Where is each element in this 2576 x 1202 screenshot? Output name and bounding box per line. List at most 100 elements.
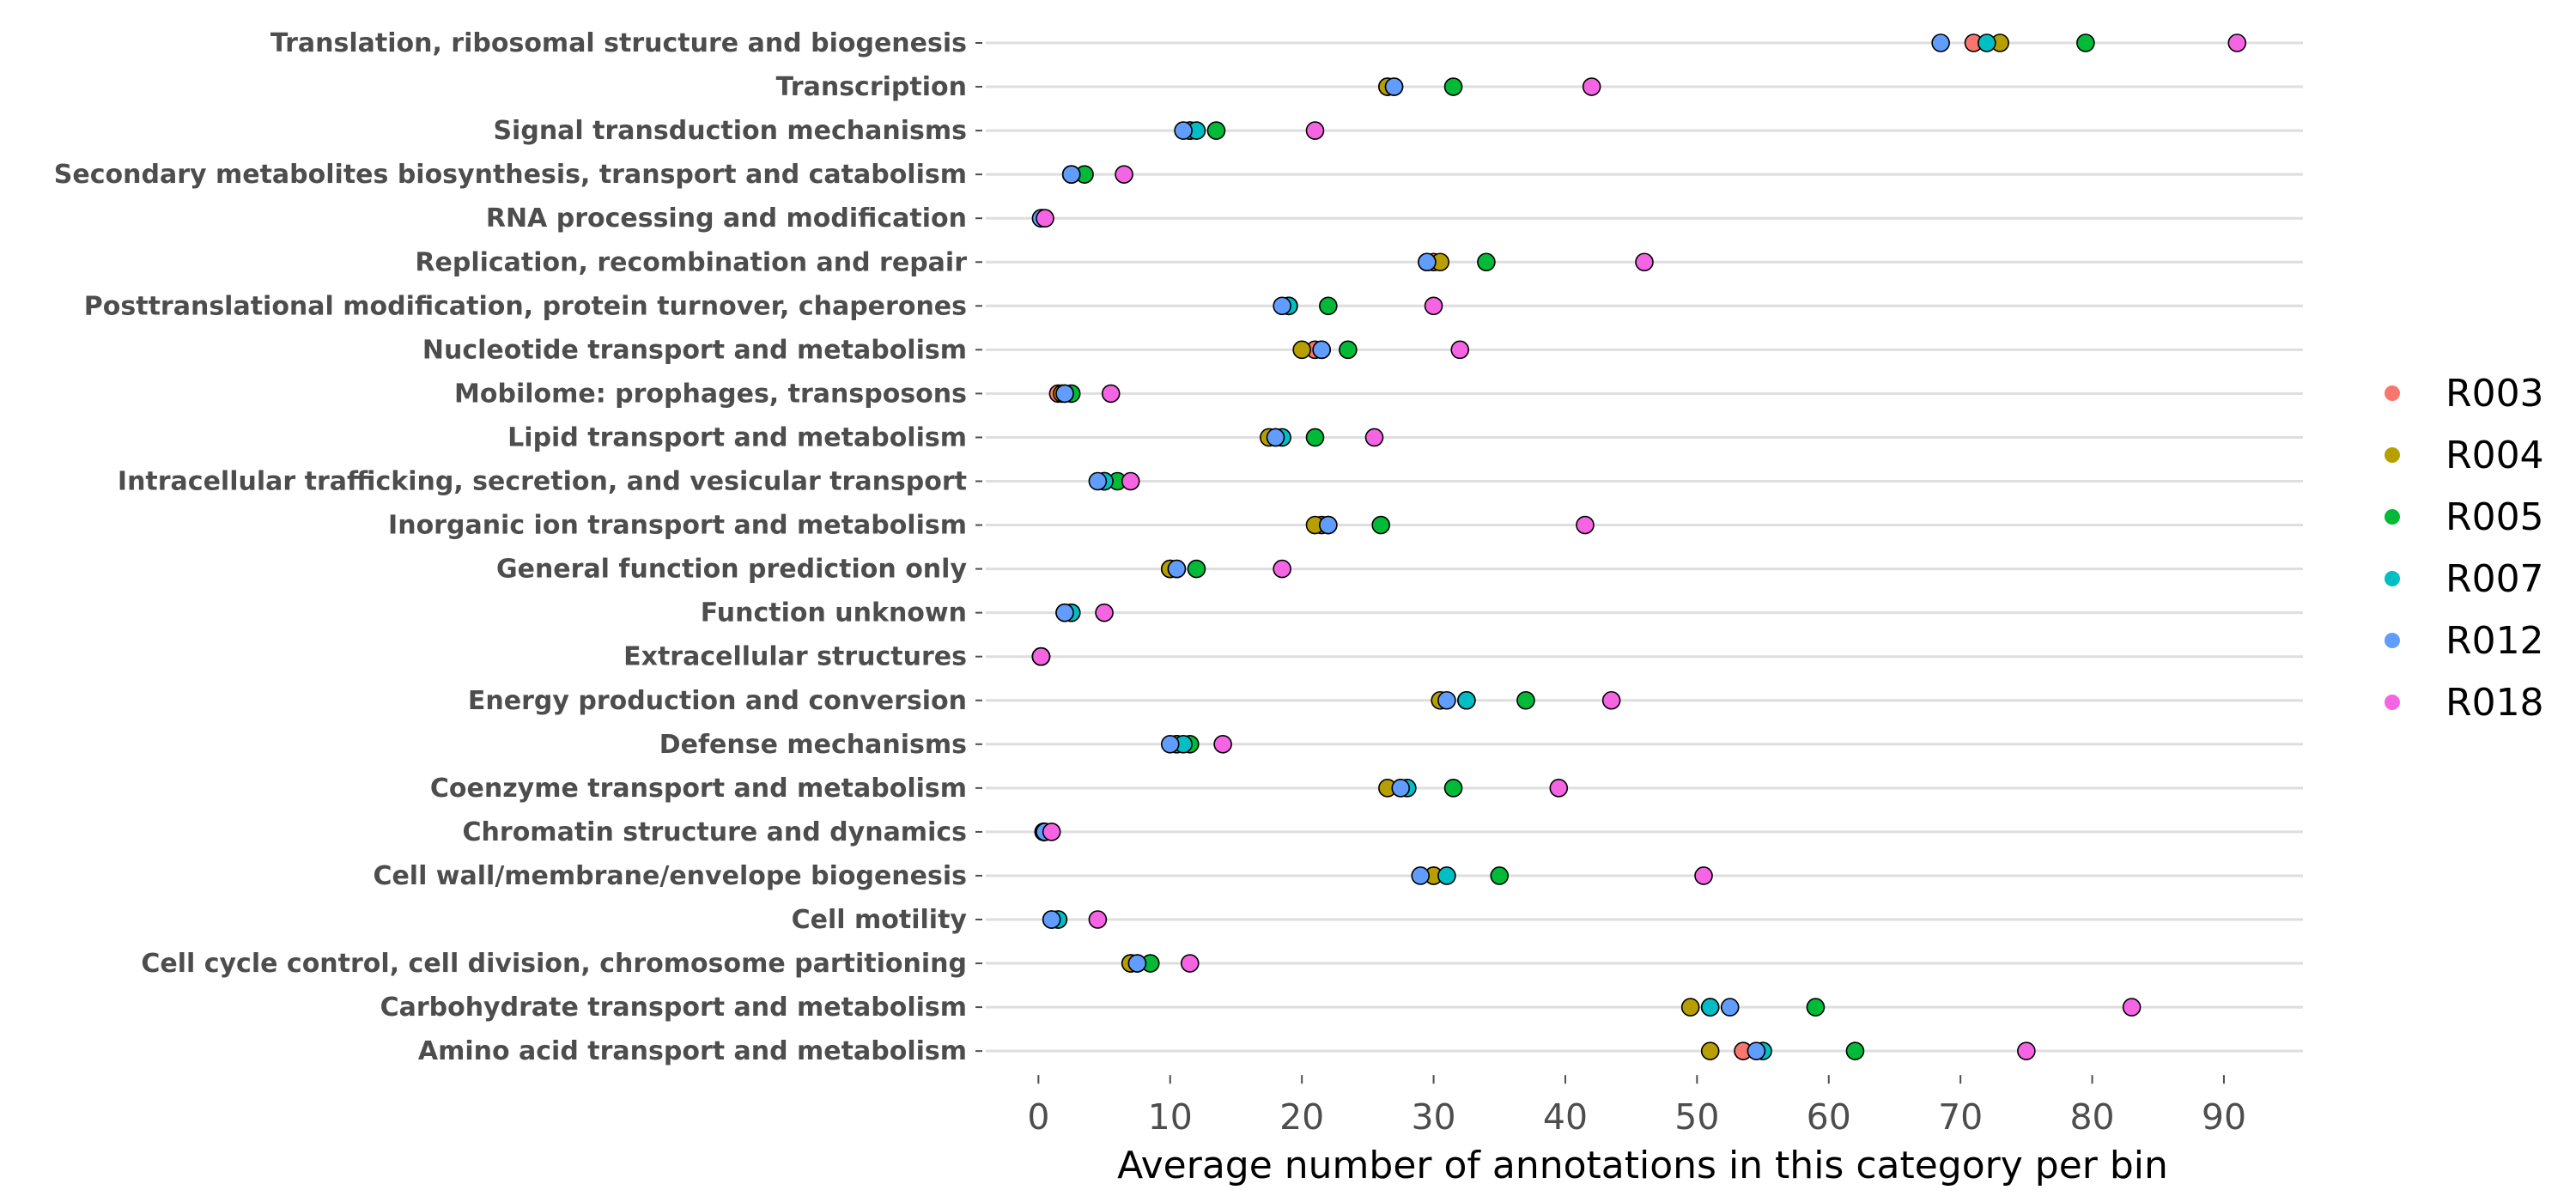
- data-point-r018: [1305, 121, 1325, 140]
- data-point-r005: [1477, 252, 1496, 272]
- data-point-r018: [1364, 428, 1384, 447]
- category-label: Amino acid transport and metabolism: [418, 1036, 967, 1066]
- data-point-r012: [1088, 471, 1108, 491]
- data-point-r005: [1305, 428, 1325, 447]
- legend-label: R007: [2445, 557, 2544, 601]
- data-point-r018: [1576, 515, 1595, 535]
- data-point-r012: [1418, 252, 1437, 272]
- x-tick-label: 50: [1674, 1096, 1719, 1138]
- data-point-r018: [1036, 209, 1054, 228]
- category-label: Posttranslational modification, protein …: [84, 291, 967, 321]
- legend-label: R005: [2445, 495, 2544, 539]
- data-point-r012: [1127, 954, 1147, 973]
- data-point-r012: [1160, 734, 1180, 754]
- x-tick-label: 40: [1543, 1096, 1588, 1138]
- category-label: Transcription: [776, 72, 967, 102]
- data-point-r018: [1582, 77, 1601, 96]
- data-point-r012: [1174, 121, 1193, 140]
- data-point-r012: [1055, 384, 1074, 404]
- category-label: Secondary metabolites biosynthesis, tran…: [54, 160, 967, 190]
- data-point-r012: [1055, 603, 1074, 622]
- data-point-r018: [1450, 340, 1470, 360]
- legend-key-r018: [2385, 695, 2400, 710]
- category-label: Defense mechanisms: [659, 730, 967, 760]
- data-point-r012: [1061, 165, 1081, 184]
- data-point-r005: [1339, 340, 1358, 360]
- legend-key-r004: [2385, 447, 2400, 463]
- data-point-r018: [1121, 471, 1140, 491]
- x-axis: 0 10 20 30 40 50 60 70 80 90: [1027, 1075, 2246, 1138]
- data-point-r018: [1042, 823, 1061, 841]
- category-label: General function prediction only: [496, 555, 967, 585]
- data-point-r005: [1443, 779, 1463, 798]
- data-point-r004: [1292, 340, 1311, 360]
- x-tick-label: 20: [1279, 1096, 1324, 1138]
- data-point-r018: [1424, 296, 1443, 316]
- category-label: Energy production and conversion: [468, 686, 967, 716]
- data-point-r005: [1490, 866, 1510, 885]
- data-point-r012: [1266, 428, 1285, 447]
- x-tick-label: 10: [1148, 1096, 1193, 1138]
- data-point-r018: [1088, 910, 1108, 929]
- legend-label: R004: [2445, 434, 2544, 477]
- data-point-r012: [1411, 866, 1431, 885]
- data-point-r005: [1845, 1041, 1865, 1060]
- data-point-r012: [1312, 340, 1331, 360]
- data-point-r012: [1042, 910, 1061, 929]
- x-axis-title: Average number of annotations in this ca…: [1117, 1144, 2168, 1187]
- data-point-r018: [1694, 866, 1713, 885]
- data-point-r018: [1213, 734, 1232, 754]
- legend-label: R003: [2445, 372, 2544, 416]
- x-tick-label: 60: [1807, 1096, 1851, 1138]
- category-label: Coenzyme transport and metabolism: [430, 774, 967, 804]
- category-label: Cell wall/membrane/envelope biogenesis: [373, 861, 967, 891]
- data-point-r005: [2076, 33, 2095, 52]
- data-point-r018: [1115, 165, 1133, 184]
- category-label: Replication, recombination and repair: [415, 247, 967, 277]
- data-point-r007: [1700, 998, 1720, 1017]
- category-label: Mobilome: prophages, transposons: [454, 379, 967, 409]
- data-point-r005: [1806, 998, 1826, 1017]
- legend-key-r012: [2385, 633, 2400, 648]
- data-point-r007: [1978, 33, 1996, 52]
- data-point-r005: [1187, 559, 1206, 579]
- data-point-r018: [1549, 779, 1569, 798]
- category-label: Translation, ribosomal structure and bio…: [270, 28, 967, 58]
- category-label: Signal transduction mechanisms: [493, 116, 967, 146]
- x-tick-label: 90: [2202, 1096, 2246, 1138]
- legend-label: R018: [2445, 681, 2544, 725]
- data-point-r012: [1273, 296, 1291, 316]
- category-label: Lipid transport and metabolism: [507, 422, 967, 452]
- data-point-r004: [1700, 1041, 1720, 1060]
- category-label: Cell motility: [792, 905, 968, 935]
- data-point-r005: [1371, 515, 1390, 535]
- data-point-r018: [2017, 1041, 2036, 1060]
- data-point-r005: [1443, 77, 1463, 96]
- data-point-r012: [1319, 515, 1338, 535]
- data-point-r005: [1319, 296, 1338, 316]
- category-label: Inorganic ion transport and metabolism: [388, 511, 967, 541]
- data-point-r007: [1437, 866, 1456, 885]
- data-point-r012: [1931, 33, 1950, 52]
- category-axis: Translation, ribosomal structure and bio…: [54, 28, 982, 1066]
- category-label: Function unknown: [701, 598, 967, 628]
- legend-key-r007: [2385, 571, 2400, 586]
- category-label: Chromatin structure and dynamics: [463, 817, 967, 847]
- category-label: RNA processing and modification: [486, 203, 967, 234]
- data-point-r012: [1747, 1041, 1766, 1060]
- category-label: Nucleotide transport and metabolism: [422, 335, 967, 365]
- data-point-r018: [1101, 384, 1121, 404]
- x-tick-label: 70: [1938, 1096, 1983, 1138]
- data-point-r007: [1457, 690, 1476, 710]
- data-point-r018: [1273, 559, 1291, 579]
- category-label: Carbohydrate transport and metabolism: [380, 993, 967, 1023]
- category-label: Cell cycle control, cell division, chrom…: [141, 949, 967, 979]
- data-point-r012: [1167, 559, 1187, 579]
- data-point-r018: [1031, 647, 1051, 666]
- x-tick-label: 0: [1027, 1096, 1049, 1138]
- legend-key-r005: [2385, 509, 2400, 525]
- data-point-r012: [1384, 77, 1404, 96]
- data-point-r018: [2122, 998, 2142, 1017]
- data-point-r018: [1095, 603, 1114, 622]
- data-point-r012: [1720, 998, 1740, 1017]
